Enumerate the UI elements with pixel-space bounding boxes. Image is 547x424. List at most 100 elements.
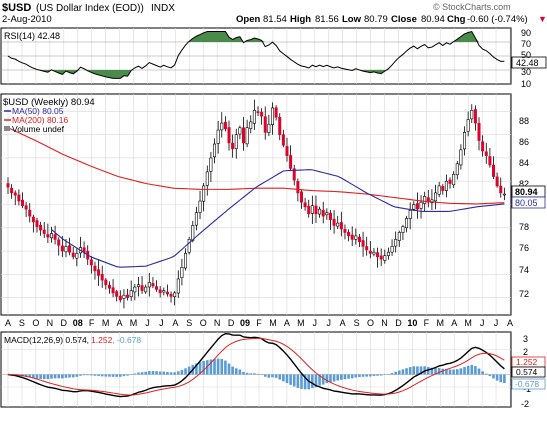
candle-body [20, 199, 24, 206]
candle-body [155, 286, 159, 290]
candle-body [484, 151, 488, 156]
open-value: 81.54 [263, 14, 287, 25]
macd-histogram-bar [412, 366, 416, 375]
x-axis-label: F [424, 318, 430, 328]
macd-histogram-bar [46, 374, 50, 380]
candle-body [339, 222, 343, 230]
macd-histogram-bar [271, 374, 274, 378]
candle-body [147, 282, 151, 288]
macd-histogram-bar [198, 362, 202, 375]
x-axis-label: M [437, 318, 445, 328]
candle-body [252, 109, 256, 124]
hist-value-tag: -0.678 [515, 379, 539, 389]
macd-tick-3: 3 [523, 334, 528, 344]
symbol-title: $USD [2, 2, 31, 14]
candle-body [292, 168, 296, 181]
macd-histogram-bar [383, 374, 387, 375]
macd-histogram-bar [445, 368, 448, 375]
macd-histogram-bar [405, 368, 408, 375]
macd-histogram-bar [499, 374, 503, 383]
candle-body [260, 111, 264, 117]
candle-body [205, 171, 209, 186]
x-axis-label: J [494, 318, 499, 328]
candle-body [100, 274, 104, 281]
candle-body [354, 235, 358, 240]
ma200-line [7, 127, 505, 205]
candle-body [39, 224, 43, 231]
candle-body [452, 173, 456, 186]
price-tick-84: 84 [519, 158, 529, 168]
price-tick-78: 78 [519, 222, 529, 232]
macd-histogram-bar [82, 374, 86, 376]
x-axis-label: F [89, 318, 95, 328]
candle-body [459, 149, 463, 166]
candle-body [437, 185, 441, 195]
x-axis-label: A [5, 318, 11, 328]
candle-body [104, 279, 108, 286]
candle-body [263, 116, 267, 133]
macd-histogram-bar [166, 371, 169, 375]
macd-histogram-bar [282, 374, 285, 382]
macd-histogram-bar [492, 374, 495, 379]
candle-body [281, 134, 285, 146]
macd-histogram-bar [394, 371, 397, 375]
macd-histogram-bar [263, 374, 267, 377]
candle-body [60, 245, 64, 252]
candle-body [202, 185, 206, 202]
candle-body [310, 205, 314, 214]
macd-histogram-bar [398, 370, 401, 375]
x-axis-label: S [186, 318, 192, 328]
candle-body [376, 252, 380, 258]
macd-histogram-bar [86, 374, 90, 376]
macd-line [7, 333, 505, 398]
candle-body [463, 132, 467, 150]
candle-body [191, 225, 195, 241]
macd-histogram-bar [390, 373, 394, 375]
close-value: 80.94 [421, 14, 445, 25]
macd-histogram-bar [68, 374, 71, 378]
x-axis-label: O [200, 318, 207, 328]
macd-label-signal: 1.252 [91, 335, 113, 345]
candle-body [42, 229, 46, 234]
macd-histogram-bar [463, 367, 466, 375]
macd-histogram-bar [292, 374, 296, 387]
candle-body [314, 205, 318, 215]
x-axis-label: O [367, 318, 374, 328]
macd-histogram-bar [173, 372, 176, 375]
ma50-line [51, 169, 505, 268]
candle-body [75, 253, 79, 259]
price-tick-82: 82 [519, 179, 529, 189]
macd-histogram-bar [202, 361, 205, 375]
candle-body [107, 284, 111, 289]
low-value: 80.79 [364, 14, 388, 25]
x-axis-label: 10 [407, 318, 417, 328]
candle-body [365, 246, 369, 251]
x-axis-label: M [269, 318, 277, 328]
candle-body [122, 294, 126, 299]
macd-histogram-bar [144, 371, 147, 375]
candle-body [419, 201, 423, 209]
candle-body [441, 186, 445, 191]
macd-histogram-bar [379, 374, 383, 376]
macd-histogram-bar [260, 374, 263, 375]
macd-histogram-bar [162, 371, 166, 375]
candle-body [408, 210, 412, 219]
macd-histogram-bar [108, 374, 111, 377]
x-axis-label: M [297, 318, 305, 328]
x-axis-label: D [61, 318, 68, 328]
macd-histogram-bar [57, 374, 61, 379]
macd-histogram-bar [426, 367, 430, 375]
macd-histogram-bar [455, 369, 459, 375]
ma50-legend: MA(50) 80.05 [12, 106, 64, 116]
macd-histogram-bar [321, 374, 325, 385]
macd-label-main: MACD(12,26,9) 0.574, [4, 335, 89, 345]
candle-body [274, 107, 278, 118]
macd-histogram-bar [314, 374, 318, 388]
hist-value-box [511, 378, 546, 390]
candle-body [234, 134, 238, 149]
macd-histogram-bar [365, 374, 368, 377]
x-axis-label: M [464, 318, 472, 328]
macd-tick-2: 2 [523, 347, 528, 357]
x-axis-label: A [507, 318, 513, 328]
